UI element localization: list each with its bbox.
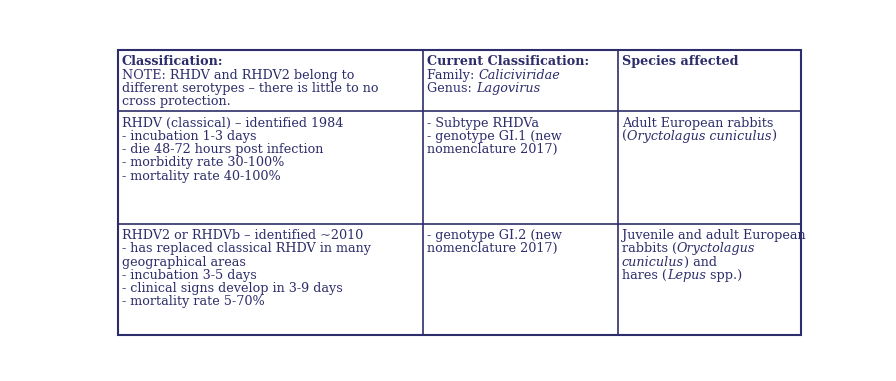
Text: RHDV (classical) – identified 1984: RHDV (classical) – identified 1984 <box>122 117 343 130</box>
Text: - incubation 1-3 days: - incubation 1-3 days <box>122 130 256 143</box>
Text: Classification:: Classification: <box>122 55 223 69</box>
Text: RHDV2 or RHDVb – identified ~2010: RHDV2 or RHDVb – identified ~2010 <box>122 229 363 242</box>
Text: - Subtype RHDVa: - Subtype RHDVa <box>427 117 539 130</box>
Text: - incubation 3-5 days: - incubation 3-5 days <box>122 269 256 282</box>
Text: - die 48-72 hours post infection: - die 48-72 hours post infection <box>122 143 323 156</box>
Text: (: ( <box>622 130 627 143</box>
Text: rabbits (: rabbits ( <box>622 242 676 255</box>
Text: - genotype GI.1 (new: - genotype GI.1 (new <box>427 130 562 143</box>
Text: - has replaced classical RHDV in many: - has replaced classical RHDV in many <box>122 242 371 255</box>
Text: geographical areas: geographical areas <box>122 256 246 269</box>
Text: Adult European rabbits: Adult European rabbits <box>622 117 773 130</box>
Text: Juvenile and adult European: Juvenile and adult European <box>622 229 806 242</box>
Text: - morbidity rate 30-100%: - morbidity rate 30-100% <box>122 157 284 170</box>
Text: Caliciviridae: Caliciviridae <box>478 69 560 82</box>
Text: - mortality rate 5-70%: - mortality rate 5-70% <box>122 295 264 308</box>
Text: Oryctolagus cuniculus: Oryctolagus cuniculus <box>627 130 771 143</box>
Text: ): ) <box>771 130 777 143</box>
Text: cuniculus: cuniculus <box>622 256 684 269</box>
Text: NOTE: RHDV and RHDV2 belong to: NOTE: RHDV and RHDV2 belong to <box>122 69 354 82</box>
Text: cross protection.: cross protection. <box>122 95 230 108</box>
Text: Lagovirus: Lagovirus <box>476 82 540 95</box>
Text: - genotype GI.2 (new: - genotype GI.2 (new <box>427 229 562 242</box>
Text: different serotypes – there is little to no: different serotypes – there is little to… <box>122 82 378 95</box>
Text: Oryctolagus: Oryctolagus <box>676 242 755 255</box>
Text: nomenclature 2017): nomenclature 2017) <box>427 143 558 156</box>
Text: spp.): spp.) <box>706 269 742 282</box>
Text: Family:: Family: <box>427 69 478 82</box>
Text: - mortality rate 40-100%: - mortality rate 40-100% <box>122 170 280 183</box>
Text: nomenclature 2017): nomenclature 2017) <box>427 242 558 255</box>
Text: hares (: hares ( <box>622 269 667 282</box>
Text: Lepus: Lepus <box>667 269 706 282</box>
Text: ) and: ) and <box>684 256 717 269</box>
Text: Current Classification:: Current Classification: <box>427 55 590 69</box>
Text: - clinical signs develop in 3-9 days: - clinical signs develop in 3-9 days <box>122 282 342 295</box>
Text: Genus:: Genus: <box>427 82 476 95</box>
Text: Species affected: Species affected <box>622 55 738 69</box>
